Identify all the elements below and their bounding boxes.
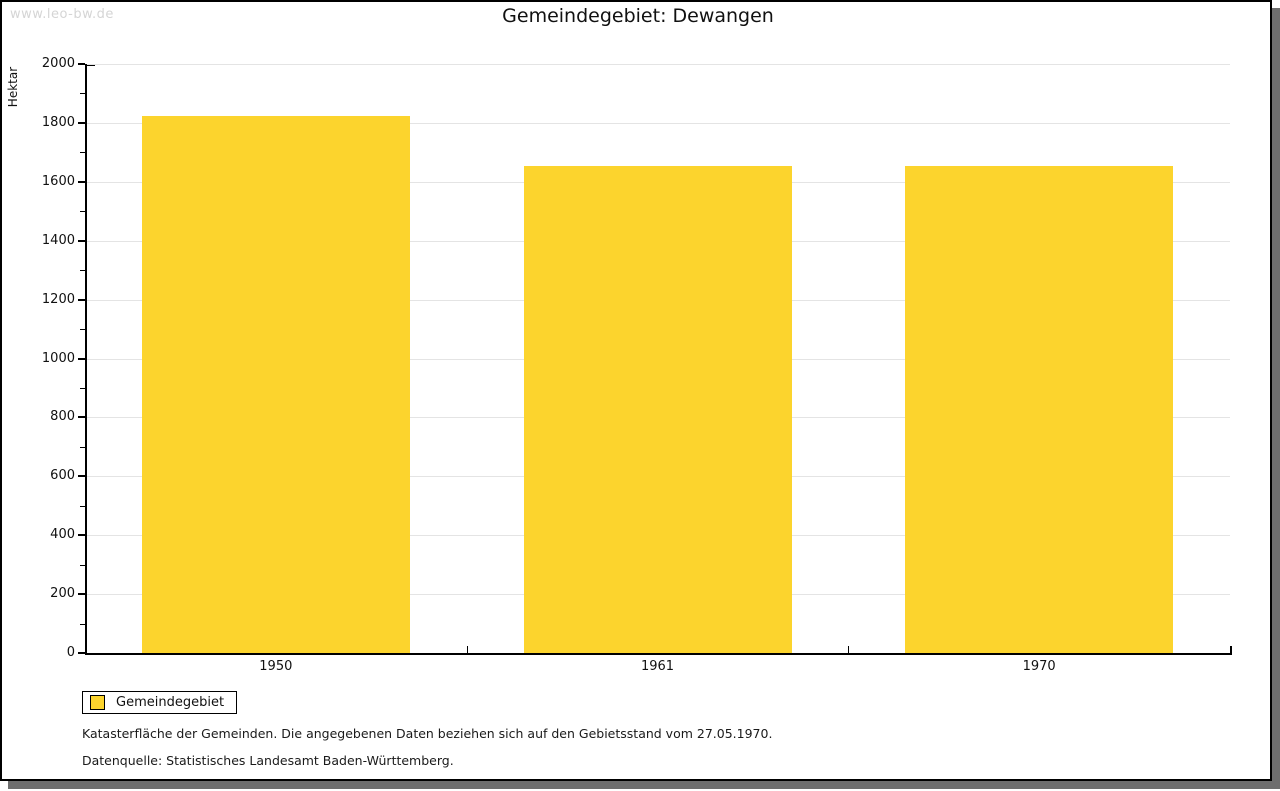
y-tick-label-1400: 1400 (41, 232, 75, 248)
y-minor-tick-500 (80, 505, 85, 507)
x-boundary-tick-2 (848, 646, 850, 653)
bar-1970 (905, 165, 1174, 653)
x-axis-end-cap (1230, 646, 1232, 655)
plot-area: 0 200 400 600 800 1000 1200 1400 1600 1800 2000 195… (42, 56, 1232, 674)
footer-note: Katasterfläche der Gemeinden. Die angege… (82, 726, 773, 741)
y-major-tick-400 (78, 534, 85, 537)
y-major-tick-600 (78, 475, 85, 478)
y-minor-tick-1900 (80, 93, 85, 95)
y-major-tick-1800 (78, 121, 85, 124)
y-minor-tick-300 (80, 564, 85, 566)
x-tick-label-1970: 1970 (1022, 659, 1056, 674)
y-major-tick-2000 (78, 63, 85, 65)
y-tick-label-1200: 1200 (41, 291, 75, 307)
x-tick-label-1950: 1950 (259, 659, 293, 674)
chart-title: Gemeindegebiet: Dewangen (502, 5, 774, 27)
y-tick-label-1800: 1800 (41, 114, 75, 130)
legend-box: Gemeindegebiet (82, 691, 238, 714)
y-tick-label-800: 800 (50, 409, 75, 425)
y-tick-label-1600: 1600 (41, 173, 75, 189)
y-major-tick-200 (78, 593, 85, 596)
y-major-tick-1400 (78, 239, 85, 242)
y-tick-label-1000: 1000 (41, 350, 75, 366)
legend-color-swatch (90, 695, 105, 710)
x-axis-line (85, 653, 1232, 655)
y-tick-label-400: 400 (50, 527, 75, 543)
y-minor-tick-900 (80, 387, 85, 389)
gridline-2000 (87, 64, 1230, 65)
legend-label: Gemeindegebiet (116, 695, 225, 710)
y-minor-tick-1500 (80, 211, 85, 213)
y-minor-tick-100 (80, 623, 85, 625)
y-major-tick-0 (78, 652, 85, 654)
y-minor-tick-1300 (80, 270, 85, 272)
y-axis-end-cap (85, 64, 95, 66)
y-major-tick-1600 (78, 180, 85, 183)
watermark-url: www.leo-bw.de (10, 7, 114, 22)
y-tick-label-200: 200 (50, 586, 75, 602)
y-tick-label-0: 0 (66, 645, 75, 660)
bar-1950 (141, 115, 410, 653)
y-minor-tick-1700 (80, 152, 85, 154)
x-tick-label-1961: 1961 (640, 659, 675, 674)
y-tick-label-600: 600 (50, 468, 75, 484)
y-major-tick-800 (78, 416, 85, 419)
gridline-1800 (87, 122, 1230, 124)
bar-1961 (523, 165, 792, 653)
footer-source: Datenquelle: Statistisches Landesamt Bad… (82, 753, 454, 768)
y-minor-tick-1100 (80, 329, 85, 331)
y-major-tick-1000 (78, 357, 85, 360)
y-tick-label-2000: 2000 (41, 56, 75, 71)
y-major-tick-1200 (78, 298, 85, 301)
y-minor-tick-700 (80, 446, 85, 448)
y-axis-line (85, 64, 87, 655)
x-boundary-tick-1 (466, 646, 468, 653)
